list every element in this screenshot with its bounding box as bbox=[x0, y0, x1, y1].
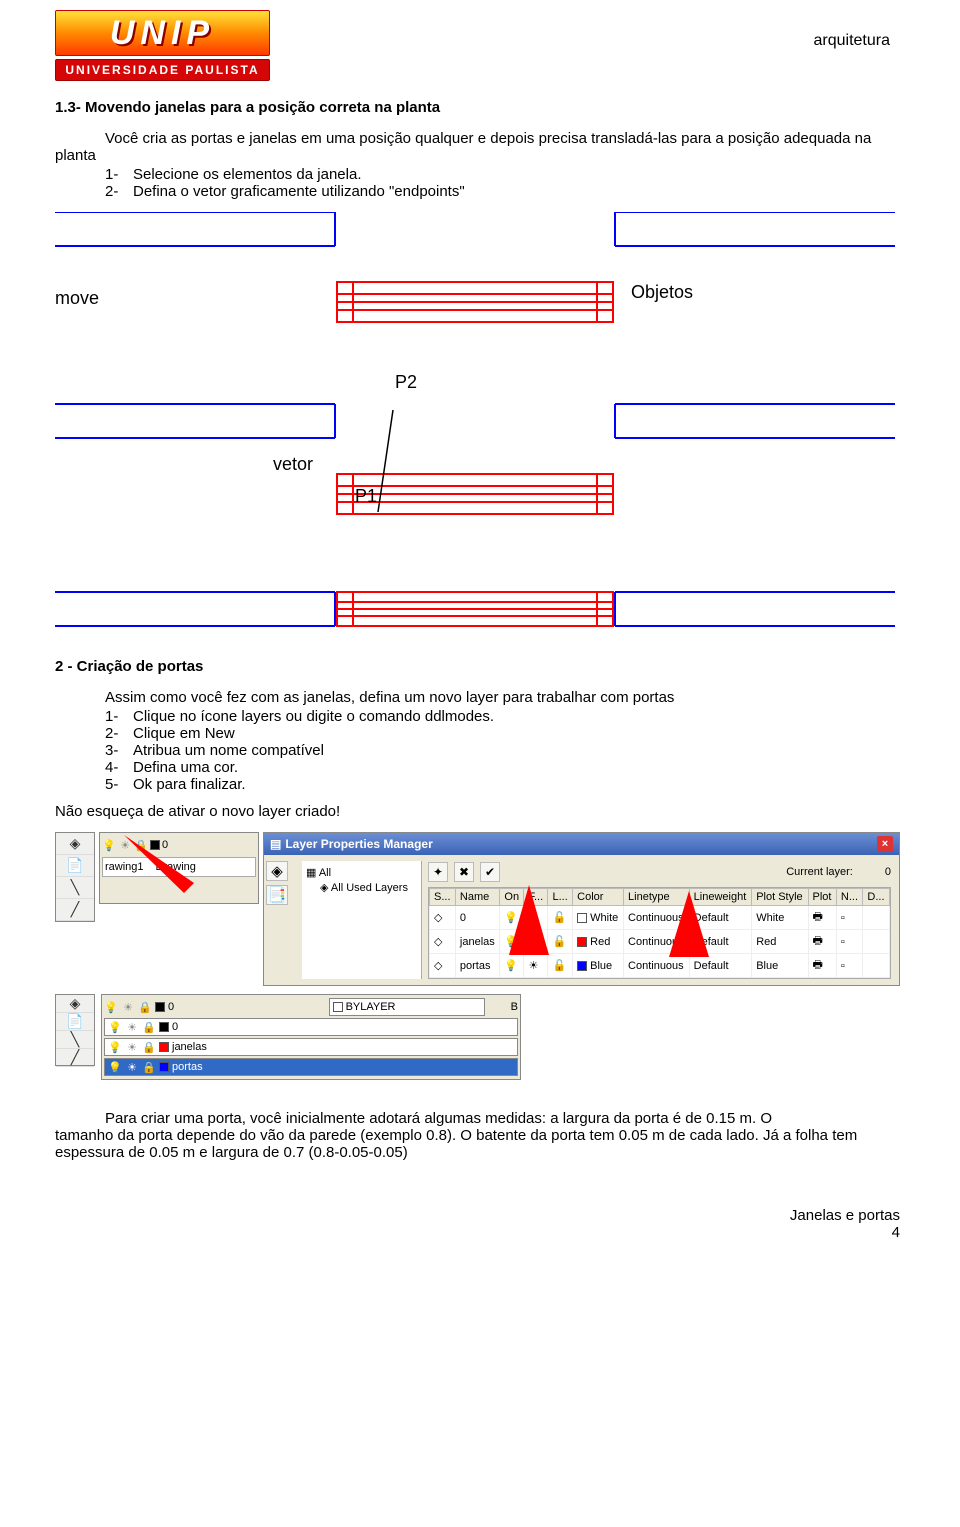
lpm-col-header[interactable]: N... bbox=[836, 889, 863, 906]
bylayer-0: 0 bbox=[168, 1001, 174, 1013]
lpm-col-header[interactable]: Linetype bbox=[624, 889, 690, 906]
layer-0-label: 0 bbox=[162, 839, 168, 851]
lpm-col-header[interactable]: Name bbox=[455, 889, 500, 906]
close-icon[interactable]: × bbox=[877, 836, 893, 852]
drawing1-tab-label-b: Drawing bbox=[156, 861, 196, 873]
tool-icon-1[interactable]: 📄 bbox=[56, 855, 94, 877]
lpm-screenshot: ◈ 📄 ╲ ╱ 💡 ☀ 🔒 0 rawing1 Drawing bbox=[55, 832, 900, 1080]
logo-subtitle: UNIVERSIDADE PAULISTA bbox=[55, 59, 270, 81]
section-2-title: 2 - Criação de portas bbox=[55, 658, 900, 675]
new-layer-icon[interactable]: ✦ bbox=[428, 862, 448, 882]
lightbulb-icon-2: 💡 bbox=[104, 1000, 118, 1014]
page-footer: Janelas e portas 4 bbox=[55, 1207, 900, 1241]
line-icon-b[interactable]: ╲ bbox=[56, 1031, 94, 1049]
lpm-tree: ▦ All ◈ All Used Layers bbox=[302, 861, 422, 979]
section2-step-5: 5-Ok para finalizar. bbox=[55, 776, 900, 793]
layers-icon-2[interactable]: ◈ bbox=[56, 995, 94, 1013]
bylayer-swatch bbox=[155, 1002, 165, 1012]
lpm-title-icon: ▤ bbox=[270, 837, 281, 851]
layer-toolbar: 💡 ☀ 🔒 0 rawing1 Drawing bbox=[99, 832, 259, 904]
lpm-col-header[interactable]: Plot Style bbox=[752, 889, 808, 906]
svg-text:Objetos: Objetos bbox=[631, 282, 693, 302]
drawing1-tab-label-a: rawing1 bbox=[105, 861, 144, 873]
lpm-col-header[interactable]: Plot bbox=[808, 889, 836, 906]
lock-icon-2: 🔒 bbox=[138, 1000, 152, 1014]
section-1-3-title: 1.3- Movendo janelas para a posição corr… bbox=[55, 99, 900, 116]
lpm-row[interactable]: ◇janelas💡☀🔓RedContinuousDefaultRed🖶▫ bbox=[430, 930, 890, 954]
section-2-intro: Assim como você fez com as janelas, defi… bbox=[55, 689, 900, 706]
footer-label: Janelas e portas bbox=[55, 1207, 900, 1224]
sun-icon-2: ☀ bbox=[121, 1000, 135, 1014]
header-right-label: arquitetura bbox=[814, 32, 891, 50]
section2-step-4: 4-Defina uma cor. bbox=[55, 759, 900, 776]
bylayer-suffix: B bbox=[488, 1001, 518, 1013]
lpm-col-header[interactable]: S... bbox=[430, 889, 456, 906]
line-icon-2[interactable]: ╱ bbox=[56, 899, 94, 921]
lpm-row[interactable]: ◇portas💡☀🔓BlueContinuousDefaultBlue🖶▫ bbox=[430, 954, 890, 978]
current-layer-value: 0 bbox=[885, 866, 891, 878]
section13-step-2: 2-Defina o vetor graficamente utilizando… bbox=[55, 183, 900, 200]
lock-icon: 🔒 bbox=[134, 838, 148, 852]
lpm-col-header[interactable]: L... bbox=[548, 889, 573, 906]
bylayer-dropdown[interactable]: BYLAYER bbox=[329, 998, 485, 1016]
layer-drop-0[interactable]: 💡☀🔒 0 bbox=[104, 1018, 518, 1036]
line-icon[interactable]: ╲ bbox=[56, 877, 94, 899]
delete-layer-icon[interactable]: ✖ bbox=[454, 862, 474, 882]
move-diagram: move Objetos P1 P2 vetor bbox=[55, 212, 900, 644]
line-icon-c[interactable]: ╱ bbox=[56, 1049, 94, 1067]
svg-text:vetor: vetor bbox=[273, 454, 313, 474]
layer-properties-manager: ▤ Layer Properties Manager × ◈ 📑 ▦ All ◈… bbox=[263, 832, 900, 986]
section-1-3-intro: Você cria as portas e janelas em uma pos… bbox=[55, 130, 900, 164]
lpm-tool-1[interactable]: ◈ bbox=[266, 861, 288, 881]
section2-step-2: 2-Clique em New bbox=[55, 725, 900, 742]
page-header: UNIP UNIVERSIDADE PAULISTA arquitetura bbox=[55, 10, 900, 81]
lightbulb-icon: 💡 bbox=[102, 838, 116, 852]
layer-warning: Não esqueça de ativar o novo layer criad… bbox=[55, 803, 900, 820]
drawing-tool-column: ◈ 📄 ╲ ╱ bbox=[55, 832, 95, 922]
tree-all[interactable]: ▦ All bbox=[306, 865, 417, 880]
lpm-col-header[interactable]: On bbox=[500, 889, 524, 906]
current-layer-label: Current layer: bbox=[786, 866, 853, 878]
lpm-row[interactable]: ◇0💡☀🔓WhiteContinuousDefaultWhite🖶▫ bbox=[430, 906, 890, 930]
logo-acronym: UNIP bbox=[55, 10, 270, 56]
tree-used[interactable]: ◈ All Used Layers bbox=[306, 880, 417, 895]
svg-text:P2: P2 bbox=[395, 372, 417, 392]
lpm-title-text: Layer Properties Manager bbox=[285, 837, 432, 851]
svg-text:move: move bbox=[55, 288, 99, 308]
layer-swatch-0 bbox=[150, 840, 160, 850]
lpm-tool-2[interactable]: 📑 bbox=[266, 885, 288, 905]
lpm-grid: S...NameOnF...L...ColorLinetypeLineweigh… bbox=[428, 887, 891, 979]
layers-icon[interactable]: ◈ bbox=[56, 833, 94, 855]
final-paragraph: Para criar uma porta, você inicialmente … bbox=[55, 1110, 900, 1161]
lpm-col-header[interactable]: D... bbox=[863, 889, 890, 906]
svg-text:P1: P1 bbox=[355, 486, 377, 506]
footer-pagenum: 4 bbox=[55, 1224, 900, 1241]
set-current-icon[interactable]: ✔ bbox=[480, 862, 500, 882]
drawing-tool-column-2: ◈ 📄 ╲ ╱ bbox=[55, 994, 95, 1066]
lpm-col-header[interactable]: F... bbox=[524, 889, 548, 906]
layer-drop-janelas[interactable]: 💡☀🔒 janelas bbox=[104, 1038, 518, 1056]
bylayer-toolbar: 💡 ☀ 🔒 0 BYLAYER B 💡☀🔒 0 bbox=[101, 994, 521, 1080]
sun-icon: ☀ bbox=[118, 838, 132, 852]
lpm-col-header[interactable]: Color bbox=[573, 889, 624, 906]
lpm-col-header[interactable]: Lineweight bbox=[689, 889, 752, 906]
section2-step-1: 1-Clique no ícone layers ou digite o com… bbox=[55, 708, 900, 725]
section2-step-3: 3-Atribua um nome compatível bbox=[55, 742, 900, 759]
layer-drop-portas-selected[interactable]: 💡☀🔒 portas bbox=[104, 1058, 518, 1076]
section13-step-1: 1-Selecione os elementos da janela. bbox=[55, 166, 900, 183]
tool-icon-b[interactable]: 📄 bbox=[56, 1013, 94, 1031]
unip-logo: UNIP UNIVERSIDADE PAULISTA bbox=[55, 10, 270, 81]
